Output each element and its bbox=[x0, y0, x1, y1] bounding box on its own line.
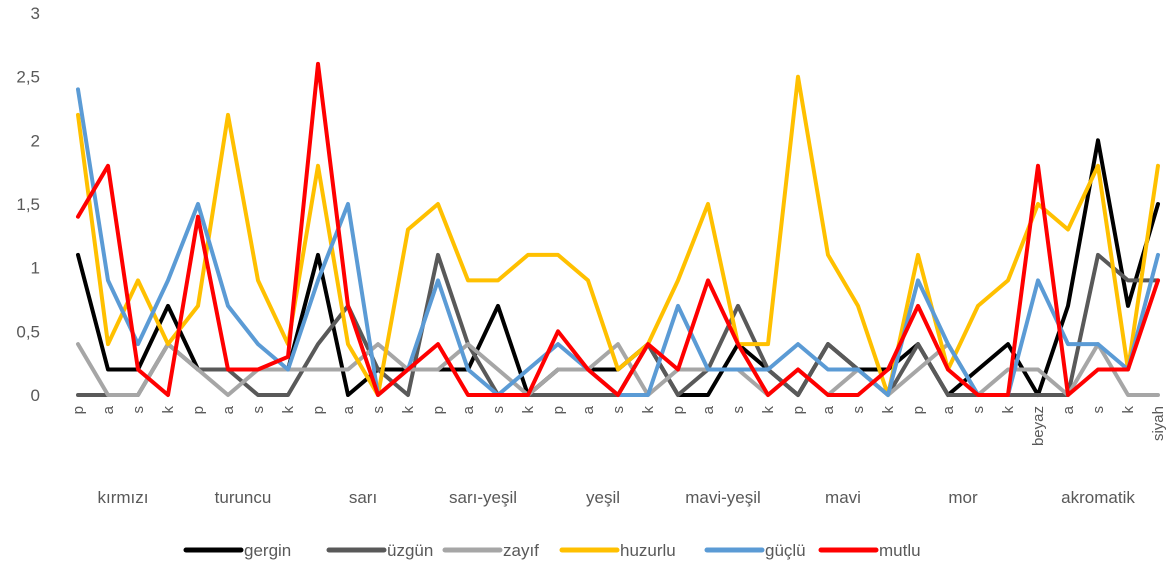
y-tick-label: 1 bbox=[31, 259, 40, 278]
x-tick-label: a bbox=[940, 405, 957, 414]
x-tick-label: k bbox=[1000, 406, 1017, 414]
category-group-label: sarı bbox=[349, 488, 377, 507]
category-group-label: sarı-yeşil bbox=[449, 488, 517, 507]
y-tick-label: 3 bbox=[31, 4, 40, 23]
legend-item: mutlu bbox=[818, 541, 921, 560]
x-tick-label: s bbox=[970, 406, 987, 414]
x-tick-label: k bbox=[760, 406, 777, 414]
x-tick-label: k bbox=[160, 406, 177, 414]
category-group-label: mavi-yeşil bbox=[685, 488, 761, 507]
x-tick-label: s bbox=[130, 406, 147, 414]
series-line-üzgün bbox=[76, 252, 1160, 397]
x-tick-label: p bbox=[310, 406, 327, 414]
legend-label: mutlu bbox=[879, 541, 921, 560]
x-tick-label: a bbox=[340, 405, 357, 414]
x-tick-label: p bbox=[790, 406, 807, 414]
plot-area bbox=[76, 61, 1160, 397]
x-tick-label: siyah bbox=[1150, 406, 1167, 441]
x-tick-label: p bbox=[670, 406, 687, 414]
category-group-label: mavi bbox=[825, 488, 861, 507]
x-tick-label: a bbox=[820, 405, 837, 414]
x-tick-label: a bbox=[580, 405, 597, 414]
x-tick-label: a bbox=[460, 405, 477, 414]
legend-label: gergin bbox=[244, 541, 291, 560]
x-tick-label: s bbox=[610, 406, 627, 414]
legend-label: zayıf bbox=[503, 541, 539, 560]
y-tick-label: 2,5 bbox=[16, 68, 40, 87]
legend-item: güçlü bbox=[704, 541, 806, 560]
legend-label: üzgün bbox=[387, 541, 433, 560]
x-tick-label: s bbox=[850, 406, 867, 414]
x-tick-label: k bbox=[1120, 406, 1137, 414]
x-tick-label: k bbox=[400, 406, 417, 414]
y-tick-label: 1,5 bbox=[16, 195, 40, 214]
x-tick-label: s bbox=[730, 406, 747, 414]
y-axis: 0 0,5 1 1,5 2 2,5 3 bbox=[16, 4, 40, 405]
legend: gergin üzgün zayıf huzurlu güçlü mutlu bbox=[183, 541, 921, 560]
x-tick-label: s bbox=[490, 406, 507, 414]
legend-label: huzurlu bbox=[620, 541, 676, 560]
x-tick-label: a bbox=[220, 405, 237, 414]
x-tick-label: a bbox=[700, 405, 717, 414]
x-tick-label: a bbox=[1060, 405, 1077, 414]
x-tick-label: s bbox=[1090, 406, 1107, 414]
x-tick-label: a bbox=[100, 405, 117, 414]
group-labels: kırmızı turuncu sarı sarı-yeşil yeşil mavi-ye… bbox=[98, 488, 1136, 507]
x-tick-label: p bbox=[910, 406, 927, 414]
x-tick-label: k bbox=[640, 406, 657, 414]
series-line-mutlu bbox=[76, 61, 1160, 397]
x-tick-label: k bbox=[880, 406, 897, 414]
x-tick-label: k bbox=[280, 406, 297, 414]
x-tick-label: s bbox=[370, 406, 387, 414]
category-group-label: yeşil bbox=[586, 488, 620, 507]
y-tick-label: 2 bbox=[31, 131, 40, 150]
x-tick-label: s bbox=[250, 406, 267, 414]
x-tick-label: p bbox=[550, 406, 567, 414]
series-line-güçlü bbox=[76, 87, 1160, 397]
legend-label: güçlü bbox=[765, 541, 806, 560]
category-group-label: mor bbox=[948, 488, 978, 507]
legend-item: huzurlu bbox=[559, 541, 676, 560]
x-tick-label: p bbox=[430, 406, 447, 414]
x-tick-label: p bbox=[190, 406, 207, 414]
y-tick-label: 0,5 bbox=[16, 322, 40, 341]
legend-item: üzgün bbox=[326, 541, 433, 560]
legend-item: zayıf bbox=[442, 541, 539, 560]
category-group-label: turuncu bbox=[215, 488, 272, 507]
x-tick-label: beyaz bbox=[1030, 406, 1047, 446]
category-group-label: kırmızı bbox=[98, 488, 149, 507]
y-tick-label: 0 bbox=[31, 386, 40, 405]
legend-item: gergin bbox=[183, 541, 291, 560]
x-axis: p a s k p a s k p a s k p a s k p a s k p a s k p a s k p a s k beyaz a s k… bbox=[70, 405, 1167, 446]
category-group-label: akromatik bbox=[1061, 488, 1135, 507]
x-tick-label: k bbox=[520, 406, 537, 414]
series-line-huzurlu bbox=[76, 74, 1160, 397]
x-tick-label: p bbox=[70, 406, 87, 414]
